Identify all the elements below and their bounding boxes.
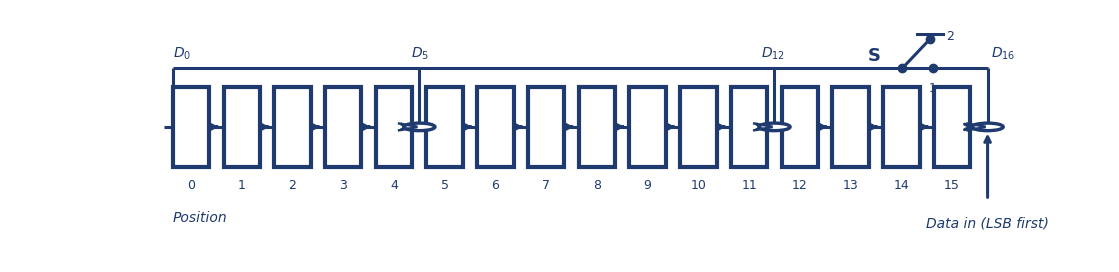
Bar [376,87,412,167]
Text: 12: 12 [792,179,808,192]
Text: $D_{16}$: $D_{16}$ [991,46,1015,62]
Text: 7: 7 [543,179,551,192]
Bar [579,87,615,167]
Text: Data in (LSB first): Data in (LSB first) [927,217,1049,231]
Text: 3: 3 [339,179,347,192]
Circle shape [759,123,790,131]
Bar [426,87,463,167]
Bar [274,87,311,167]
Text: $D_0$: $D_0$ [172,46,191,62]
Text: 11: 11 [741,179,756,192]
Text: 1: 1 [929,82,937,95]
Text: 9: 9 [643,179,651,192]
Text: Position: Position [172,211,227,225]
Bar [224,87,260,167]
Text: 6: 6 [491,179,499,192]
Bar [833,87,868,167]
Bar [934,87,970,167]
Text: 4: 4 [391,179,398,192]
Text: $D_5$: $D_5$ [411,46,429,62]
Text: 0: 0 [187,179,195,192]
Circle shape [972,123,1004,131]
Text: S: S [868,47,881,65]
Bar [172,87,209,167]
Text: 2: 2 [946,30,953,43]
Text: 14: 14 [893,179,909,192]
Bar [325,87,361,167]
Bar [477,87,514,167]
Text: 13: 13 [843,179,858,192]
Text: 5: 5 [441,179,449,192]
Text: $D_{12}$: $D_{12}$ [761,46,786,62]
Bar [883,87,920,167]
Bar [528,87,564,167]
Bar [731,87,768,167]
Text: 15: 15 [944,179,960,192]
Bar [781,87,818,167]
Circle shape [404,123,435,131]
Text: 1: 1 [238,179,246,192]
Text: 2: 2 [289,179,297,192]
Bar [680,87,716,167]
Text: 8: 8 [593,179,601,192]
Bar [629,87,666,167]
Text: 10: 10 [690,179,706,192]
